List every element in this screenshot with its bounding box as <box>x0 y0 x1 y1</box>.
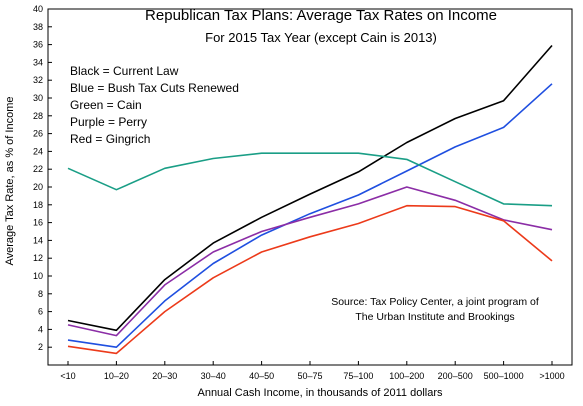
legend-entry-gingrich: Red = Gingrich <box>70 132 150 146</box>
x-tick-label: >1000 <box>539 371 564 381</box>
series-line-current <box>67 44 553 332</box>
y-tick-label: 8 <box>38 289 43 299</box>
series-line-perry <box>67 186 553 337</box>
series-line-gingrich <box>67 204 553 355</box>
series-lines <box>67 44 553 355</box>
x-tick-label: 100–200 <box>389 371 424 381</box>
y-tick-label: 18 <box>33 200 43 210</box>
legend-entry-bush: Blue = Bush Tax Cuts Renewed <box>70 81 239 95</box>
x-tick-label: 30–40 <box>201 371 226 381</box>
x-tick-label: <10 <box>60 371 75 381</box>
series-line-cain <box>67 152 553 207</box>
chart-title: Republican Tax Plans: Average Tax Rates … <box>145 7 497 24</box>
x-tick-label: 500–1000 <box>484 371 524 381</box>
y-tick-label: 6 <box>38 307 43 317</box>
y-tick-label: 36 <box>33 40 43 50</box>
legend-entry-cain: Green = Cain <box>70 98 142 112</box>
y-tick-label: 28 <box>33 111 43 121</box>
x-tick-label: 75–100 <box>343 371 373 381</box>
x-tick-label: 10–20 <box>104 371 129 381</box>
x-tick-label: 40–50 <box>249 371 274 381</box>
legend-entry-current-law: Black = Current Law <box>70 64 179 78</box>
chart-subtitle: For 2015 Tax Year (except Cain is 2013) <box>205 30 437 45</box>
y-tick-label: 10 <box>33 271 43 281</box>
y-tick-label: 2 <box>38 342 43 352</box>
y-tick-label: 26 <box>33 129 43 139</box>
legend-entry-perry: Purple = Perry <box>70 115 147 129</box>
y-tick-label: 14 <box>33 235 43 245</box>
y-tick-label: 4 <box>38 324 43 334</box>
y-tick-label: 32 <box>33 75 43 85</box>
source-annotation-line1: Source: Tax Policy Center, a joint progr… <box>331 296 539 308</box>
y-tick-label: 38 <box>33 22 43 32</box>
y-tick-label: 34 <box>33 57 43 67</box>
y-tick-label: 30 <box>33 93 43 103</box>
series-line-bush <box>67 83 553 349</box>
y-tick-label: 12 <box>33 253 43 263</box>
y-tick-label: 20 <box>33 182 43 192</box>
y-tick-label: 24 <box>33 146 43 156</box>
source-annotation-line2: The Urban Institute and Brookings <box>355 311 514 323</box>
y-tick-label: 40 <box>33 4 43 14</box>
x-tick-label: 200–500 <box>438 371 473 381</box>
x-tick-label: 50–75 <box>297 371 322 381</box>
y-axis-label: Average Tax Rate, as % of Income <box>4 97 16 266</box>
legend: Black = Current Law Blue = Bush Tax Cuts… <box>70 64 239 146</box>
x-axis-label: Annual Cash Income, in thousands of 2011… <box>197 387 443 399</box>
x-tick-label: 20–30 <box>152 371 177 381</box>
y-tick-label: 22 <box>33 164 43 174</box>
y-tick-label: 16 <box>33 218 43 228</box>
